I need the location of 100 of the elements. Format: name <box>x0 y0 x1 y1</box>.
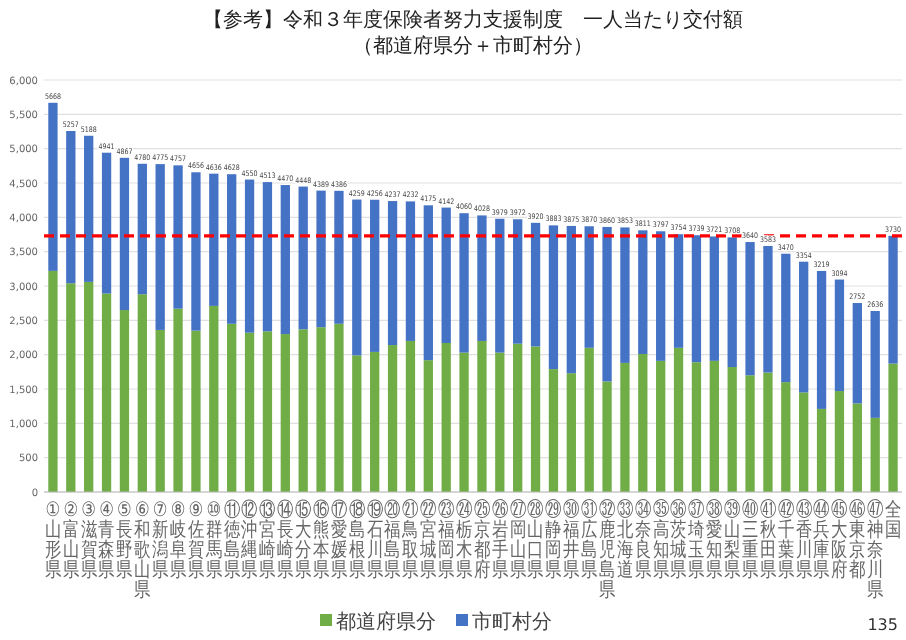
bar <box>638 230 648 354</box>
x-tick-label: ㉒宮城県 <box>418 500 437 583</box>
bar <box>459 213 469 353</box>
bar <box>262 182 273 332</box>
x-tick-label: ㉝北海道 <box>616 498 634 583</box>
bar <box>48 102 58 271</box>
bar <box>334 323 344 492</box>
bar <box>816 270 827 409</box>
x-tick-label: ㉓福岡県 <box>438 498 455 583</box>
bar <box>870 417 880 492</box>
bar <box>834 279 845 392</box>
bar <box>84 135 94 282</box>
bar <box>727 237 737 368</box>
bar <box>656 360 666 492</box>
bar <box>387 201 398 346</box>
bar <box>352 355 362 492</box>
bar <box>620 362 630 492</box>
bar <box>262 331 273 492</box>
x-tick-label: ㊹兵庫県 <box>813 500 830 583</box>
bar <box>852 403 862 492</box>
bar <box>173 165 183 309</box>
bar <box>227 323 237 492</box>
bar <box>763 245 773 373</box>
bar <box>566 225 576 374</box>
bar <box>638 353 648 492</box>
bar <box>244 179 255 333</box>
x-tick-label: ⑩群馬県 <box>203 500 222 583</box>
bar <box>834 391 845 492</box>
bar <box>316 327 326 492</box>
bar <box>691 235 702 363</box>
x-tick-label: ⑲石川県 <box>366 498 383 583</box>
x-tick-label: ㉙静岡県 <box>545 500 562 583</box>
bar <box>513 219 523 344</box>
x-tick-label: ⑫沖縄県 <box>239 498 258 583</box>
bar <box>119 157 130 311</box>
bar <box>209 305 219 492</box>
bar <box>691 362 702 492</box>
x-tick-label: ⑰愛媛県 <box>330 498 348 583</box>
bar <box>495 218 505 353</box>
legend-label: 都道府県分 <box>336 610 436 634</box>
bar <box>48 270 58 492</box>
x-tick-label: ⑧岐阜県 <box>169 500 187 583</box>
bar <box>584 347 594 492</box>
bar <box>477 215 487 341</box>
bar <box>816 408 827 492</box>
bar <box>387 345 398 492</box>
x-tick-label: ㉕京都府 <box>473 500 491 583</box>
bar <box>781 253 791 383</box>
bar <box>495 352 505 492</box>
bar <box>209 173 219 306</box>
bar <box>84 281 94 492</box>
bar <box>745 375 755 492</box>
bar <box>423 360 433 492</box>
bar <box>459 352 469 492</box>
bar <box>584 226 594 348</box>
bar <box>602 226 612 382</box>
bar <box>745 242 755 376</box>
bar <box>280 185 290 335</box>
bar <box>513 343 523 492</box>
bar <box>423 205 433 361</box>
x-tick-label: ⑥和歌山県 <box>134 500 151 603</box>
bar <box>227 174 237 324</box>
bar <box>298 186 308 330</box>
x-tick-label: ㉜鹿児島県 <box>598 498 616 603</box>
x-tick-label: ㉑鳥取県 <box>400 500 419 583</box>
x-tick-label: ④青森県 <box>98 500 115 583</box>
bar <box>441 207 451 343</box>
x-tick-label: ㊳愛知県 <box>706 498 723 583</box>
x-tick-label: ⑪徳島県 <box>223 498 240 583</box>
bar <box>155 329 165 492</box>
x-tick-label: ㊺大阪府 <box>831 500 848 583</box>
x-tick-label: ㉔栃木県 <box>455 500 473 583</box>
x-tick-label: ⑦新潟県 <box>152 500 169 583</box>
bar <box>334 190 344 324</box>
bar <box>781 382 791 492</box>
bar <box>566 373 576 492</box>
x-tick-label: ㉟高知県 <box>652 500 669 583</box>
x-tick-label: ⑬宮崎県 <box>259 498 276 583</box>
bar <box>137 163 147 295</box>
bar <box>191 172 201 331</box>
bar <box>477 340 487 492</box>
bar <box>441 342 451 492</box>
x-tick-label: ⑮大分県 <box>295 498 312 583</box>
bar <box>673 347 684 492</box>
x-tick-label: ㊷千葉県 <box>777 500 794 583</box>
x-tick-label: ㊻東京都 <box>849 500 866 583</box>
bar <box>137 294 147 492</box>
bar <box>119 310 130 492</box>
bar <box>530 222 541 347</box>
bar <box>888 235 898 364</box>
x-tick-label: ㊲埼玉県 <box>686 500 705 583</box>
bar <box>405 340 416 492</box>
x-tick-label: ③滋賀県 <box>80 500 97 583</box>
bar <box>548 225 559 370</box>
x-tick-label: ㉛広島県 <box>581 500 598 583</box>
bar <box>405 201 416 341</box>
bar <box>620 227 630 363</box>
x-tick-label: ㉚福井県 <box>563 498 580 583</box>
bar <box>602 381 612 492</box>
bar <box>280 334 290 492</box>
